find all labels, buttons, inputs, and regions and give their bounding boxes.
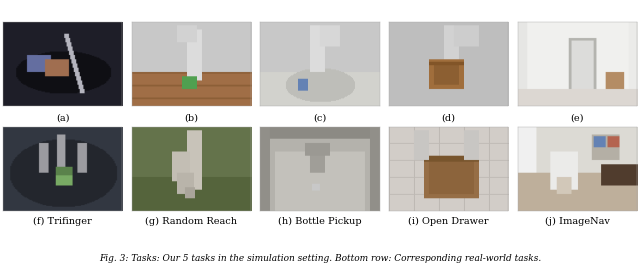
Text: (d): (d)	[442, 113, 456, 122]
Text: Fig. 3: Tasks: Our 5 tasks in the simulation setting. Bottom row: Corresponding : Fig. 3: Tasks: Our 5 tasks in the simula…	[99, 254, 541, 263]
Text: (h) Bottle Pickup: (h) Bottle Pickup	[278, 217, 362, 226]
Text: (i) Open Drawer: (i) Open Drawer	[408, 217, 489, 226]
Text: (c): (c)	[314, 113, 326, 122]
Text: (f) Trifinger: (f) Trifinger	[33, 217, 92, 226]
Text: (j) ImageNav: (j) ImageNav	[545, 217, 610, 226]
Text: (b): (b)	[184, 113, 198, 122]
Text: (a): (a)	[56, 113, 70, 122]
Text: (e): (e)	[570, 113, 584, 122]
Text: (g) Random Reach: (g) Random Reach	[145, 217, 237, 226]
